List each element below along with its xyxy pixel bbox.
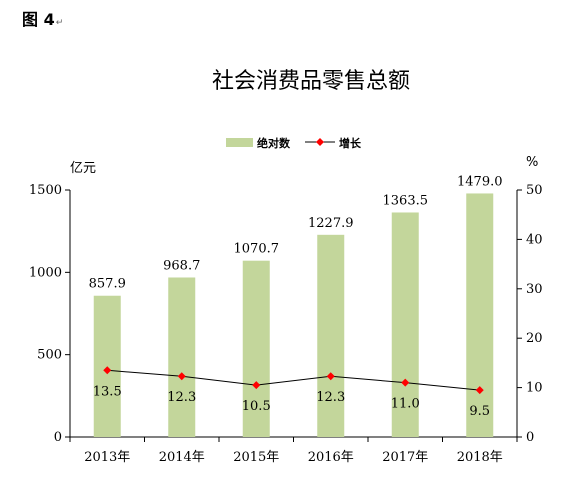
legend-line-marker (316, 138, 324, 146)
growth-point (103, 366, 112, 375)
right-axis-tick-label: 30 (526, 282, 543, 297)
right-axis-tick-label: 10 (526, 381, 543, 396)
right-axis-tick-label: 50 (526, 183, 543, 198)
growth-point (475, 386, 484, 395)
growth-value-label: 9.5 (469, 404, 490, 419)
legend-bar-label: 绝对数 (257, 136, 291, 150)
x-axis-tick-label: 2018年 (457, 450, 503, 465)
right-axis-tick-label: 0 (526, 430, 534, 445)
x-axis-tick-label: 2014年 (159, 450, 205, 465)
legend-bar-swatch (226, 138, 253, 147)
figure-label: 图 4↵ (22, 10, 64, 29)
growth-value-label: 10.5 (242, 399, 271, 414)
growth-value-label: 12.3 (316, 390, 345, 405)
growth-point (252, 381, 261, 390)
left-axis-tick-label: 1000 (29, 265, 62, 280)
left-axis-tick-label: 1500 (29, 183, 62, 198)
growth-value-label: 13.5 (93, 384, 122, 399)
bar-value-label: 857.9 (89, 277, 126, 292)
bar-value-label: 968.7 (163, 258, 200, 273)
bar-2015年 (242, 260, 270, 437)
right-axis-tick-label: 40 (526, 232, 543, 247)
right-axis-unit: % (526, 155, 538, 170)
paragraph-mark: ↵ (55, 18, 64, 28)
left-axis-unit: 亿元 (70, 161, 96, 176)
bar-2014年 (168, 277, 196, 437)
bar-2017年 (391, 212, 419, 437)
x-axis-tick-label: 2013年 (84, 450, 130, 465)
legend-line-label: 增长 (339, 136, 362, 150)
bars (93, 193, 494, 437)
growth-value-label: 11.0 (391, 397, 420, 412)
x-axis-tick-label: 2017年 (382, 450, 428, 465)
growth-point (326, 372, 335, 381)
data-labels: 857.9 968.7 1070.7 1227.9 1363.5 1479.0 13.5 12… (89, 174, 503, 419)
x-axis-tick-label: 2016年 (308, 450, 354, 465)
x-axis-tick-label: 2015年 (233, 450, 279, 465)
bar-value-label: 1363.5 (383, 193, 429, 208)
axes: 0 500 1000 1500 0 10 20 30 40 50 2013年 2014年 2015年 20… (29, 183, 543, 465)
growth-point (401, 378, 410, 387)
growth-point (177, 372, 186, 381)
legend: 绝对数 增长 (226, 136, 362, 150)
right-axis-tick-label: 20 (526, 331, 543, 346)
growth-value-label: 12.3 (167, 390, 196, 405)
bar-value-label: 1227.9 (308, 216, 354, 231)
left-axis-tick-label: 0 (54, 430, 62, 445)
bar-value-label: 1479.0 (457, 174, 503, 189)
bar-2018年 (466, 193, 494, 437)
growth-line (107, 369, 480, 391)
left-axis-tick-label: 500 (37, 348, 62, 363)
bar-value-label: 1070.7 (234, 242, 280, 257)
bar-2016年 (317, 234, 345, 437)
chart-title: 社会消费品零售总额 (212, 69, 410, 94)
growth-line-series (103, 366, 484, 395)
